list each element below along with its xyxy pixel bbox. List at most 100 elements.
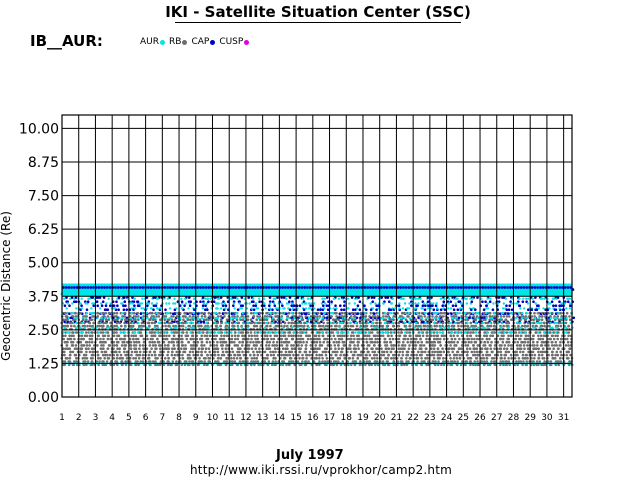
rb-point (72, 334, 75, 338)
rb-point (519, 318, 522, 322)
rb-point (233, 353, 237, 357)
aur-point (83, 326, 87, 329)
rb-point (392, 324, 395, 328)
rb-point (138, 324, 141, 328)
aur-point (133, 297, 136, 300)
rb-point (371, 347, 374, 351)
rb-point (113, 311, 116, 315)
aur-point (447, 307, 450, 310)
rb-point (293, 321, 297, 325)
rb-point (488, 353, 492, 357)
rb-point (290, 334, 293, 338)
rb-point (105, 360, 109, 363)
aur-point (91, 312, 94, 315)
aur-point (307, 307, 311, 310)
aur-point (436, 312, 439, 315)
aur-point (263, 297, 266, 300)
rb-point (220, 353, 224, 357)
cap-point (199, 300, 202, 304)
aur-point (313, 326, 316, 329)
rb-point (96, 353, 100, 357)
aur-point (435, 331, 438, 334)
rb-point (456, 334, 459, 338)
aur-point (384, 312, 387, 315)
cap-point (222, 300, 225, 304)
rb-point (181, 353, 184, 357)
aur-point (420, 331, 423, 334)
aur-point (239, 307, 242, 310)
rb-point (91, 350, 95, 354)
rb-point (224, 347, 228, 351)
cap-point (221, 304, 225, 308)
rb-point (88, 340, 91, 344)
rb-point (318, 360, 321, 363)
rb-point (138, 353, 142, 357)
rb-point (318, 337, 321, 341)
cap-point (238, 300, 241, 304)
aur-point (70, 312, 73, 315)
rb-point (157, 315, 161, 318)
rb-point (335, 311, 338, 315)
aur-point (254, 302, 258, 305)
rb-point (235, 318, 239, 322)
rb-point (101, 331, 105, 334)
rb-point (80, 337, 83, 341)
rb-point (96, 337, 99, 341)
rb-point (449, 357, 452, 360)
aur-point (104, 331, 107, 334)
rb-point (162, 334, 166, 338)
rb-point (86, 360, 90, 363)
rb-point (351, 357, 355, 360)
rb-point (282, 353, 286, 357)
rb-point (446, 318, 450, 322)
rb-point (139, 360, 142, 363)
rb-point (269, 334, 272, 338)
aur-point (85, 312, 89, 315)
rb-point (502, 334, 505, 338)
rb-point (408, 357, 412, 360)
rb-point (290, 350, 294, 354)
rb-point (406, 337, 410, 341)
station-label: IB__AUR: (30, 32, 103, 50)
rb-point (452, 334, 456, 338)
rb-point (167, 321, 170, 325)
rb-point (250, 334, 254, 338)
rb-point (474, 324, 478, 328)
aur-point (266, 316, 269, 320)
rb-point (397, 331, 400, 334)
rb-point (176, 337, 179, 341)
rb-point (66, 357, 69, 360)
rb-point (408, 331, 412, 334)
aur-point (421, 307, 424, 310)
rb-point (301, 331, 305, 334)
rb-point (282, 360, 286, 363)
aur-point (172, 302, 175, 305)
aur-point (510, 331, 514, 334)
rb-point (225, 360, 229, 363)
aur-point (255, 312, 258, 315)
rb-point (71, 344, 75, 347)
aur-point (524, 326, 527, 329)
rb-point (472, 315, 476, 318)
legend-marker (160, 40, 165, 45)
rb-point (97, 334, 100, 338)
rb-point (367, 350, 370, 354)
cap-point (441, 304, 445, 308)
aur-point (206, 297, 210, 300)
rb-point (349, 334, 353, 338)
rb-point (347, 324, 350, 328)
rb-point (397, 353, 401, 357)
rb-point (275, 340, 279, 344)
rb-point (213, 334, 216, 338)
rb-point (292, 334, 295, 338)
rb-point (252, 315, 255, 318)
aur-point (156, 331, 159, 334)
rb-point (249, 340, 252, 344)
cap-point (288, 296, 292, 299)
rb-point (90, 337, 94, 341)
rb-point (115, 344, 119, 347)
rb-point (151, 337, 154, 341)
cap-point (100, 304, 104, 308)
aur-point (226, 326, 230, 329)
rb-point (373, 315, 377, 318)
